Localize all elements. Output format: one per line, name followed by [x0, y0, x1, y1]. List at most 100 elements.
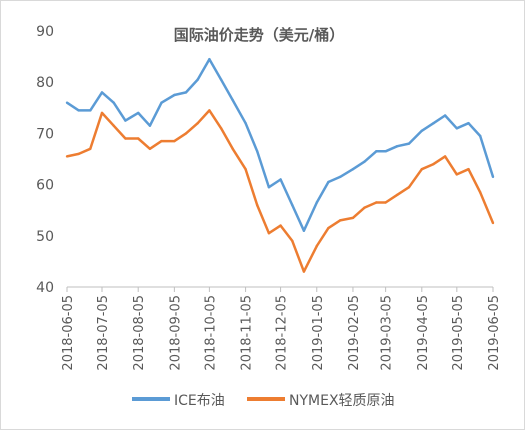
data-point-ice — [479, 134, 482, 138]
data-point-nymex — [375, 201, 378, 204]
data-point-ice — [137, 111, 140, 115]
series-line-nymex — [66, 109, 495, 273]
legend-label-nymex: NYMEX轻质原油 — [289, 393, 395, 409]
data-point-nymex — [173, 139, 176, 143]
data-point-ice — [467, 122, 470, 125]
x-tick-label: 2019-02-05 — [347, 295, 362, 371]
y-tick-label: 90 — [36, 24, 54, 40]
data-point-ice — [443, 114, 447, 117]
data-point-ice — [315, 201, 318, 204]
x-tick-label: 2018-09-05 — [168, 295, 183, 371]
data-point-ice — [384, 150, 387, 153]
data-point-ice — [244, 122, 247, 125]
data-point-nymex — [231, 147, 234, 150]
data-point-nymex — [196, 122, 199, 125]
data-point-ice — [267, 186, 271, 189]
data-point-ice — [100, 91, 104, 94]
data-point-nymex — [479, 191, 482, 194]
y-tick-label: 70 — [36, 126, 54, 142]
legend-label-ice: ICE布油 — [174, 393, 225, 409]
data-point-ice — [432, 122, 435, 125]
data-point-nymex — [112, 124, 115, 127]
data-point-nymex — [455, 173, 458, 176]
data-point-ice — [291, 203, 294, 207]
data-point-ice — [256, 150, 259, 153]
data-point-ice — [455, 127, 458, 130]
data-point-ice — [124, 119, 127, 122]
data-point-nymex — [351, 216, 355, 220]
data-point-ice — [327, 180, 330, 184]
data-point-ice — [351, 168, 355, 171]
data-point-ice — [89, 109, 92, 112]
data-point-ice — [396, 145, 399, 148]
data-point-ice — [173, 93, 176, 97]
data-point-ice — [65, 101, 69, 104]
data-point-ice — [375, 150, 378, 153]
data-point-ice — [112, 101, 115, 104]
data-point-nymex — [279, 224, 282, 227]
data-point-ice — [338, 175, 342, 179]
data-point-ice — [219, 78, 223, 81]
y-tick-label: 60 — [36, 178, 54, 194]
data-point-ice — [407, 142, 411, 145]
data-point-nymex — [315, 244, 318, 248]
data-point-nymex — [100, 111, 104, 115]
data-point-nymex — [65, 155, 69, 158]
y-tick-label: 80 — [36, 75, 54, 91]
data-point-nymex — [420, 168, 423, 171]
data-point-nymex — [77, 152, 80, 156]
x-tick-label: 2018-08-05 — [132, 295, 147, 371]
y-tick-label: 40 — [36, 280, 54, 296]
data-point-nymex — [338, 219, 342, 222]
data-point-nymex — [432, 162, 435, 166]
data-point-nymex — [407, 186, 411, 189]
data-point-ice — [420, 129, 423, 132]
y-tick-label: 50 — [36, 229, 54, 245]
data-point-nymex — [160, 139, 163, 143]
data-point-nymex — [124, 137, 127, 140]
data-point-nymex — [363, 206, 366, 209]
x-tick-label: 2018-07-05 — [96, 295, 111, 371]
data-point-nymex — [219, 127, 223, 130]
x-tick-label: 2018-10-05 — [203, 295, 218, 371]
data-point-ice — [491, 175, 495, 179]
data-point-ice — [208, 58, 211, 61]
series-line-ice — [66, 57, 495, 232]
x-tick-label: 2018-11-05 — [240, 295, 255, 371]
x-tick-label: 2019-05-05 — [451, 295, 466, 371]
data-point-nymex — [291, 239, 294, 243]
x-tick-label: 2019-04-05 — [416, 295, 431, 371]
chart-axes: 40 50 60 70 80 90 2018-06-05 2018-07-05 2018-08-… — [36, 24, 502, 371]
data-point-ice — [77, 109, 80, 112]
data-point-nymex — [137, 137, 140, 140]
data-point-nymex — [443, 155, 447, 158]
data-point-nymex — [302, 270, 306, 273]
x-tick-label: 2018-06-05 — [61, 295, 76, 371]
data-point-ice — [160, 101, 163, 104]
x-tick-label: 2019-06-05 — [487, 295, 502, 371]
data-point-nymex — [327, 226, 330, 230]
data-point-ice — [302, 229, 306, 232]
data-point-nymex — [256, 203, 259, 207]
data-point-nymex — [89, 147, 92, 150]
data-point-ice — [279, 178, 282, 181]
data-point-nymex — [491, 221, 495, 225]
data-point-ice — [184, 91, 188, 94]
data-point-nymex — [267, 232, 271, 235]
data-point-nymex — [467, 168, 470, 171]
x-tick-label: 2019-01-05 — [311, 295, 326, 371]
data-point-ice — [231, 98, 234, 102]
x-tick-label: 2019-03-05 — [380, 295, 395, 371]
data-point-nymex — [208, 109, 211, 112]
chart-legend: ICE布油 NYMEX轻质原油 — [132, 393, 395, 409]
data-point-ice — [148, 124, 152, 127]
data-point-ice — [363, 160, 366, 163]
data-point-ice — [196, 78, 199, 81]
x-tick-label: 2018-12-05 — [275, 295, 290, 371]
chart-series — [65, 57, 495, 273]
chart-title: 国际油价走势（美元/桶） — [174, 26, 344, 44]
data-point-nymex — [384, 201, 387, 204]
data-point-nymex — [396, 193, 399, 196]
data-point-nymex — [244, 168, 247, 171]
